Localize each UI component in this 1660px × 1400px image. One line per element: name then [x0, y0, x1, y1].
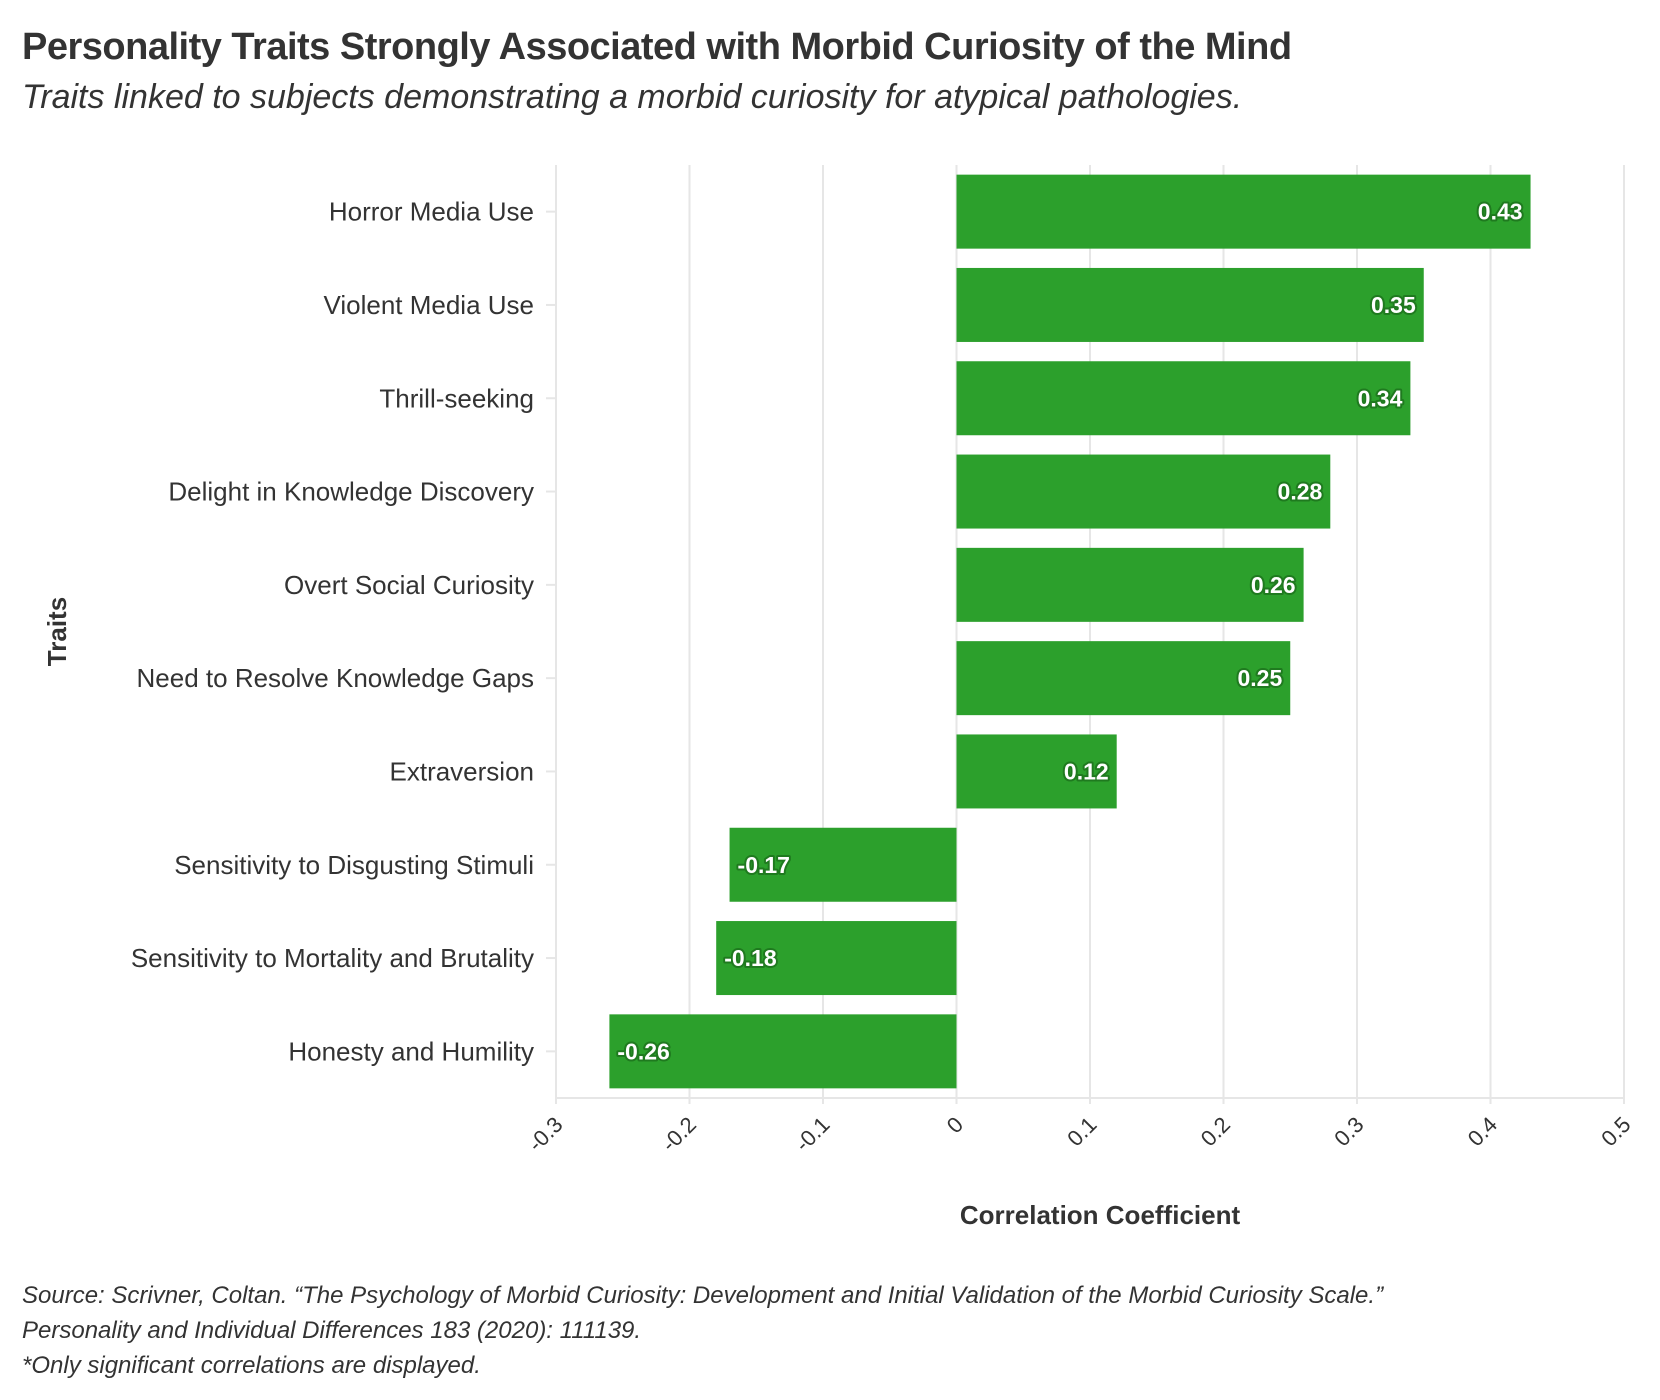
bar-5[interactable] [956, 641, 1291, 716]
source-line-1: Source: Scrivner, Coltan. “The Psycholog… [22, 1282, 1384, 1309]
y-tick-label-1: Violent Media Use [323, 290, 534, 320]
x-tick-label-3: 0 [942, 1112, 968, 1138]
x-tick-label-1: -0.2 [657, 1112, 701, 1156]
bar-8[interactable] [716, 921, 957, 996]
value-label-8: -0.18 [724, 945, 777, 971]
x-tick-label-8: 0.5 [1596, 1112, 1635, 1151]
value-label-2: 0.34 [1358, 385, 1403, 411]
value-label-6: 0.12 [1064, 758, 1109, 784]
value-label-7: -0.17 [738, 852, 790, 878]
value-label-1: 0.35 [1371, 292, 1416, 318]
y-tick-label-3: Delight in Knowledge Discovery [168, 477, 534, 507]
y-tick-label-6: Extraversion [390, 756, 535, 786]
bars [609, 174, 1531, 1089]
x-tick-label-4: 0.1 [1062, 1112, 1101, 1151]
bar-1[interactable] [956, 267, 1424, 342]
value-label-9: -0.26 [617, 1038, 669, 1064]
y-tick-label-2: Thrill-seeking [379, 383, 534, 413]
source-footnote: Source: Scrivner, Coltan. “The Psycholog… [22, 1278, 1383, 1383]
x-tick-label-6: 0.3 [1329, 1112, 1368, 1151]
y-tick-label-9: Honesty and Humility [288, 1036, 534, 1066]
bar-3[interactable] [956, 454, 1331, 529]
data-labels: 0.43 0.35 0.34 0.28 0.26 0.25 0.12 -0.17 -0.18 -0… [615, 197, 1524, 1067]
y-tick-label-5: Need to Resolve Knowledge Gaps [137, 663, 534, 693]
value-label-5: 0.25 [1237, 665, 1282, 691]
value-label-3: 0.28 [1278, 479, 1323, 505]
x-tick-label-2: -0.1 [790, 1112, 834, 1156]
source-line-2: Personality and Individual Differences 1… [22, 1317, 642, 1344]
bar-0[interactable] [956, 174, 1531, 249]
chart-title: Personality Traits Strongly Associated w… [22, 26, 1292, 68]
x-tick-label-5: 0.2 [1196, 1112, 1235, 1151]
bar-6[interactable] [956, 734, 1117, 809]
bar-4[interactable] [956, 547, 1304, 622]
y-tick-label-0: Horror Media Use [329, 197, 534, 227]
bar-9[interactable] [609, 1014, 957, 1089]
x-axis-title: Correlation Coefficient [960, 1200, 1241, 1230]
significance-note: *Only significant correlations are displ… [22, 1352, 481, 1379]
bar-2[interactable] [956, 361, 1411, 436]
y-axis-title: Traits [42, 597, 72, 666]
bar-7[interactable] [729, 827, 957, 902]
y-tick-label-4: Overt Social Curiosity [284, 570, 534, 600]
x-tick-label-0: -0.3 [523, 1112, 567, 1156]
y-tick-label-7: Sensitivity to Disgusting Stimuli [174, 850, 534, 880]
value-label-0: 0.43 [1478, 199, 1523, 225]
x-tick-label-7: 0.4 [1463, 1112, 1502, 1151]
y-tick-label-8: Sensitivity to Mortality and Brutality [131, 943, 534, 973]
value-label-4: 0.26 [1251, 572, 1296, 598]
chart-subtitle: Traits linked to subjects demonstrating … [22, 78, 1243, 116]
